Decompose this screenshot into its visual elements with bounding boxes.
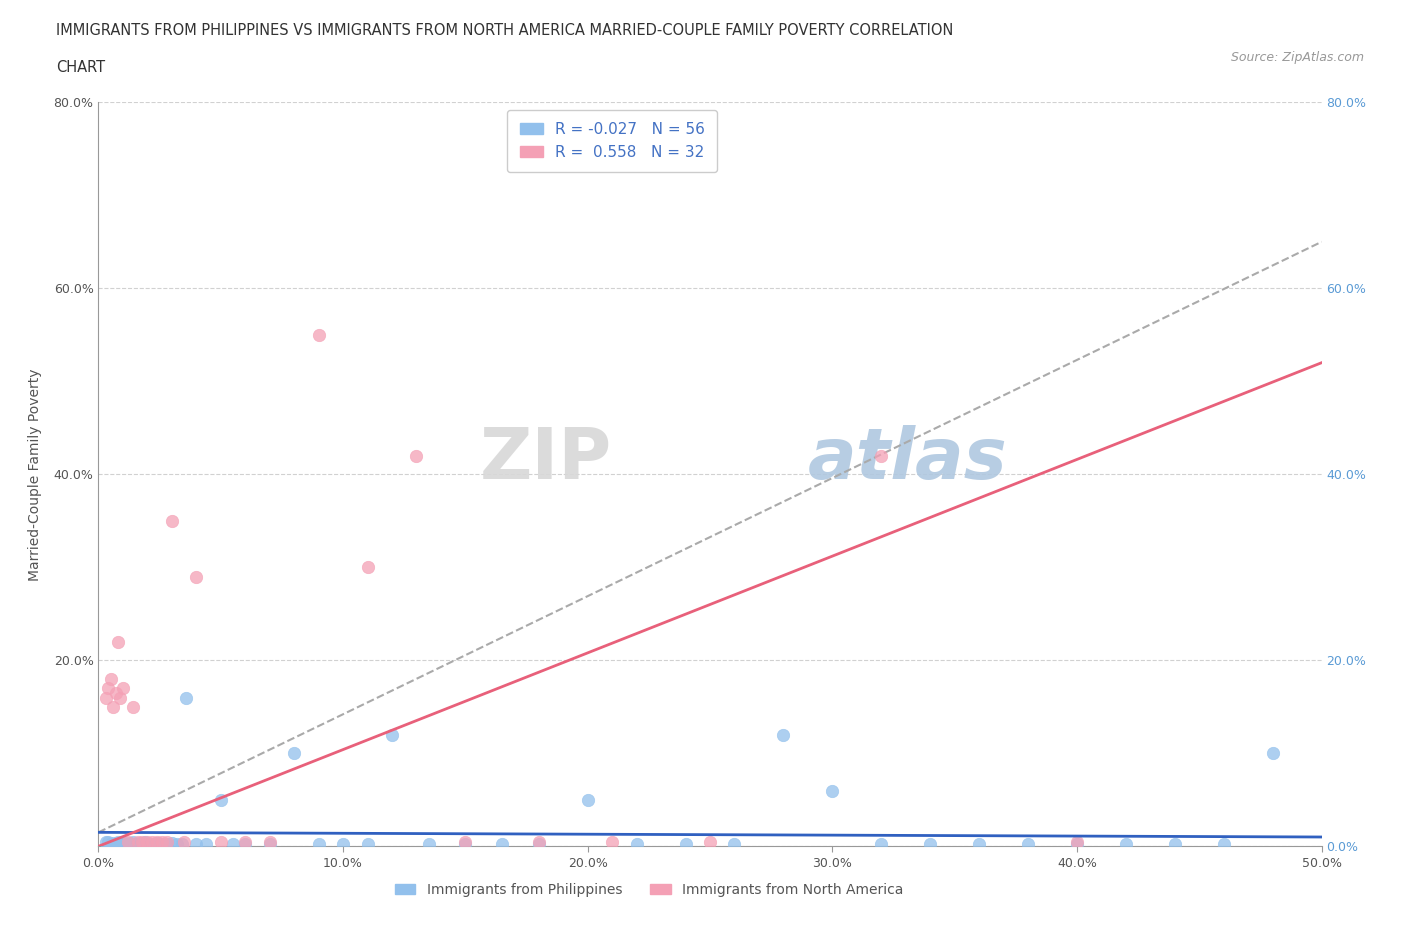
Point [117, 836, 139, 851]
Point [195, 836, 218, 851]
Point [136, 836, 159, 851]
Point [381, 727, 404, 742]
Point [101, 835, 124, 850]
Point [1261, 746, 1284, 761]
Point [111, 681, 134, 696]
Point [127, 836, 149, 851]
Point [150, 836, 173, 851]
Point [166, 836, 188, 851]
Point [233, 836, 256, 851]
Point [576, 792, 599, 807]
Point [491, 836, 513, 851]
Point [110, 690, 132, 705]
Point [101, 699, 124, 714]
Point [1066, 836, 1088, 851]
Point [129, 835, 152, 850]
Point [723, 836, 745, 851]
Point [332, 836, 354, 851]
Point [127, 834, 149, 849]
Point [626, 836, 648, 851]
Point [111, 836, 134, 851]
Point [1017, 836, 1039, 851]
Point [1212, 836, 1234, 851]
Point [160, 835, 183, 850]
Point [131, 834, 153, 849]
Point [600, 834, 623, 849]
Point [160, 513, 183, 528]
Point [100, 836, 122, 851]
Point [94, 690, 117, 705]
Point [146, 835, 169, 850]
Point [920, 836, 942, 851]
Point [97, 834, 120, 849]
Point [308, 327, 330, 342]
Point [121, 834, 143, 849]
Point [527, 836, 550, 851]
Point [699, 834, 721, 849]
Point [772, 727, 794, 742]
Point [454, 834, 477, 849]
Point [308, 836, 330, 851]
Point [209, 834, 232, 849]
Point [120, 835, 142, 850]
Point [259, 836, 281, 851]
Point [107, 634, 129, 649]
Point [967, 836, 990, 851]
Point [150, 834, 173, 849]
Point [146, 834, 169, 849]
Point [110, 836, 132, 851]
Point [259, 834, 281, 849]
Point [209, 792, 232, 807]
Point [1115, 836, 1137, 851]
Point [821, 783, 844, 798]
Point [870, 448, 893, 463]
Point [418, 836, 440, 851]
Point [675, 836, 697, 851]
Point [100, 671, 122, 686]
Point [1066, 834, 1088, 849]
Point [156, 834, 179, 849]
Legend: Immigrants from Philippines, Immigrants from North America: Immigrants from Philippines, Immigrants … [389, 878, 908, 903]
Point [454, 836, 477, 851]
Y-axis label: Married-Couple Family Poverty: Married-Couple Family Poverty [28, 368, 42, 580]
Text: Source: ZipAtlas.com: Source: ZipAtlas.com [1230, 51, 1364, 64]
Point [94, 834, 117, 849]
Point [134, 834, 156, 849]
Point [283, 746, 305, 761]
Point [107, 834, 129, 849]
Point [97, 681, 120, 696]
Point [141, 836, 163, 851]
Text: IMMIGRANTS FROM PHILIPPINES VS IMMIGRANTS FROM NORTH AMERICA MARRIED-COUPLE FAMI: IMMIGRANTS FROM PHILIPPINES VS IMMIGRANT… [56, 23, 953, 38]
Point [141, 834, 163, 849]
Point [124, 836, 146, 851]
Point [104, 685, 127, 700]
Point [870, 836, 893, 851]
Point [356, 560, 378, 575]
Point [222, 836, 245, 851]
Point [173, 834, 195, 849]
Point [170, 836, 193, 851]
Point [356, 836, 378, 851]
Point [104, 836, 127, 851]
Point [117, 834, 139, 849]
Point [176, 690, 198, 705]
Point [114, 835, 136, 850]
Point [186, 836, 208, 851]
Text: CHART: CHART [56, 60, 105, 75]
Text: ZIP: ZIP [479, 425, 612, 494]
Point [186, 569, 208, 584]
Point [527, 834, 550, 849]
Point [131, 836, 153, 851]
Point [136, 834, 159, 849]
Point [121, 699, 143, 714]
Point [156, 836, 179, 851]
Point [405, 448, 427, 463]
Point [1164, 836, 1187, 851]
Point [233, 834, 256, 849]
Text: atlas: atlas [808, 425, 1008, 494]
